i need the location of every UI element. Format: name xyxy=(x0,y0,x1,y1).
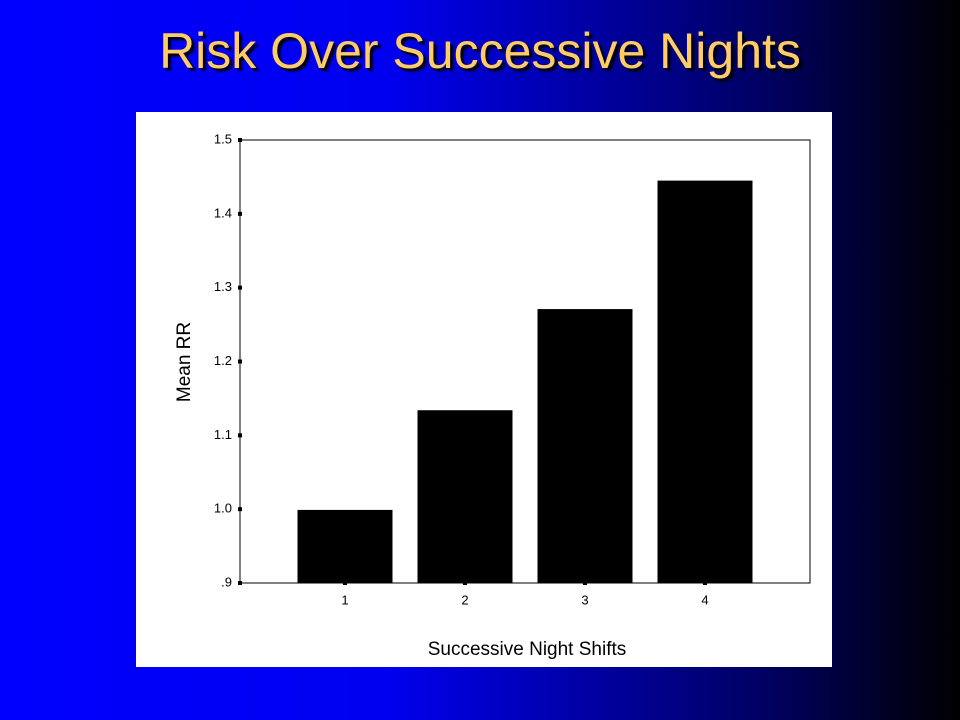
y-tick-mark xyxy=(238,285,242,290)
bar xyxy=(537,309,633,583)
x-tick-label: 3 xyxy=(581,592,588,607)
y-tick-label: 1.3 xyxy=(214,279,232,294)
y-axis-label: Mean RR xyxy=(174,322,195,402)
bar xyxy=(417,410,513,583)
bar xyxy=(657,180,753,583)
slide-title: Risk Over Successive Nights xyxy=(159,23,801,79)
y-tick-label: 1.0 xyxy=(214,501,232,516)
x-axis-label: Successive Night Shifts xyxy=(428,639,627,660)
y-tick-mark xyxy=(238,433,242,438)
y-tick-label: 1.2 xyxy=(214,353,232,368)
x-tick-label: 4 xyxy=(701,592,708,607)
y-tick-label: 1.5 xyxy=(214,131,232,146)
y-tick-mark xyxy=(238,581,242,585)
y-tick-mark xyxy=(238,138,242,142)
y-tick-mark xyxy=(238,359,242,364)
x-tick-label: 1 xyxy=(341,592,348,607)
y-tick-label: 1.4 xyxy=(214,205,232,220)
y-tick-mark xyxy=(238,507,242,512)
y-tick-label: 1.1 xyxy=(214,427,232,442)
y-tick-mark xyxy=(238,211,242,216)
bar xyxy=(297,509,393,583)
y-tick-label: .9 xyxy=(221,574,232,589)
x-tick-label: 2 xyxy=(461,592,468,607)
